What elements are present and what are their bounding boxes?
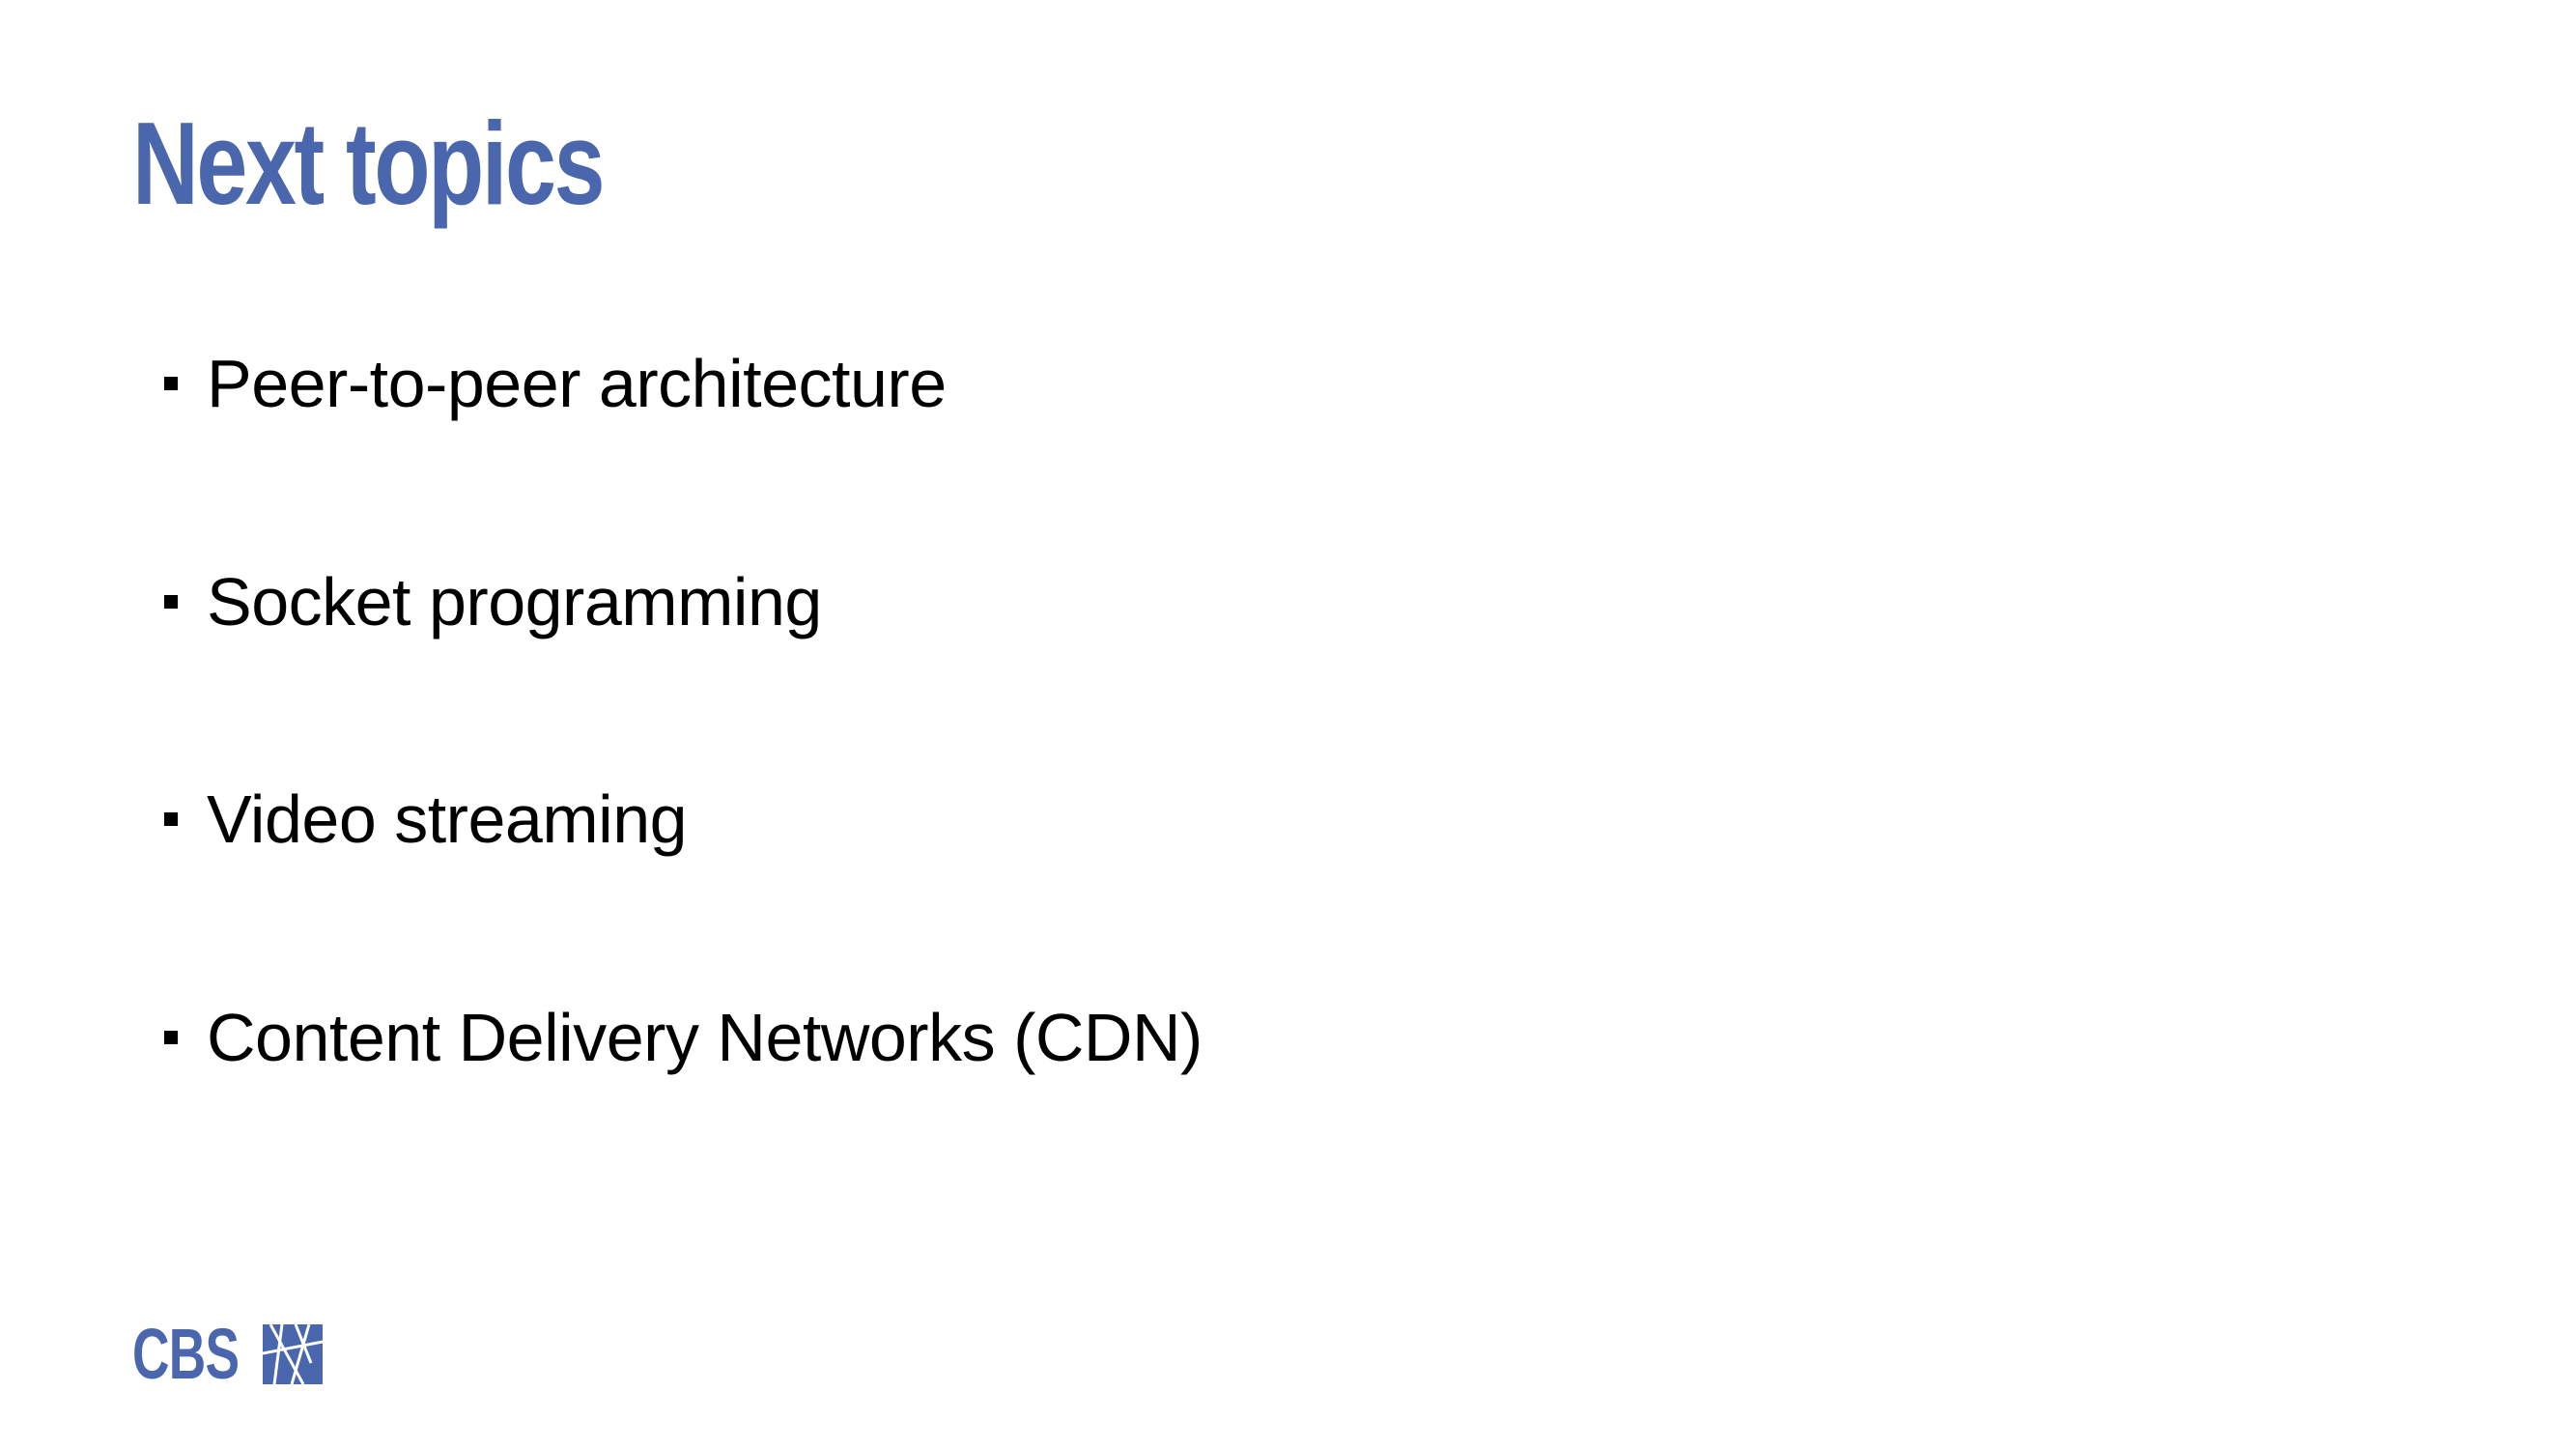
bullet-item: Socket programming [164,558,822,645]
cbs-logo: CBS [132,1314,324,1394]
square-bullet-icon [164,595,178,609]
bullet-item: Video streaming [164,776,688,863]
bullet-item: Peer-to-peer architecture [164,340,947,427]
bullet-text: Peer-to-peer architecture [207,346,947,421]
bullet-text: Content Delivery Networks (CDN) [207,1000,1203,1075]
square-bullet-icon [164,377,178,390]
slide-title: Next topics [132,98,606,229]
bullet-item: Content Delivery Networks (CDN) [164,994,1203,1081]
square-bullet-icon [164,812,178,826]
square-bullet-icon [164,1031,178,1044]
bullet-text: Socket programming [207,564,822,639]
bullet-text: Video streaming [207,781,688,857]
logo-text: CBS [132,1314,240,1394]
cbs-logo-mark-icon [263,1324,324,1384]
